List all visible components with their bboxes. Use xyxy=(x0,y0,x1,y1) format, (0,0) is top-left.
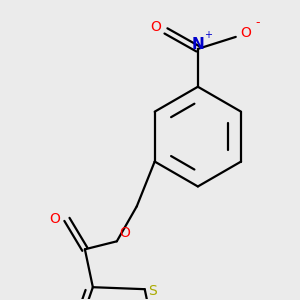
Text: O: O xyxy=(119,226,130,240)
Text: +: + xyxy=(204,30,212,40)
Text: -: - xyxy=(255,16,260,29)
Text: S: S xyxy=(148,284,157,298)
Text: N: N xyxy=(191,38,204,52)
Text: O: O xyxy=(151,20,161,34)
Text: O: O xyxy=(50,212,60,226)
Text: O: O xyxy=(240,26,251,40)
